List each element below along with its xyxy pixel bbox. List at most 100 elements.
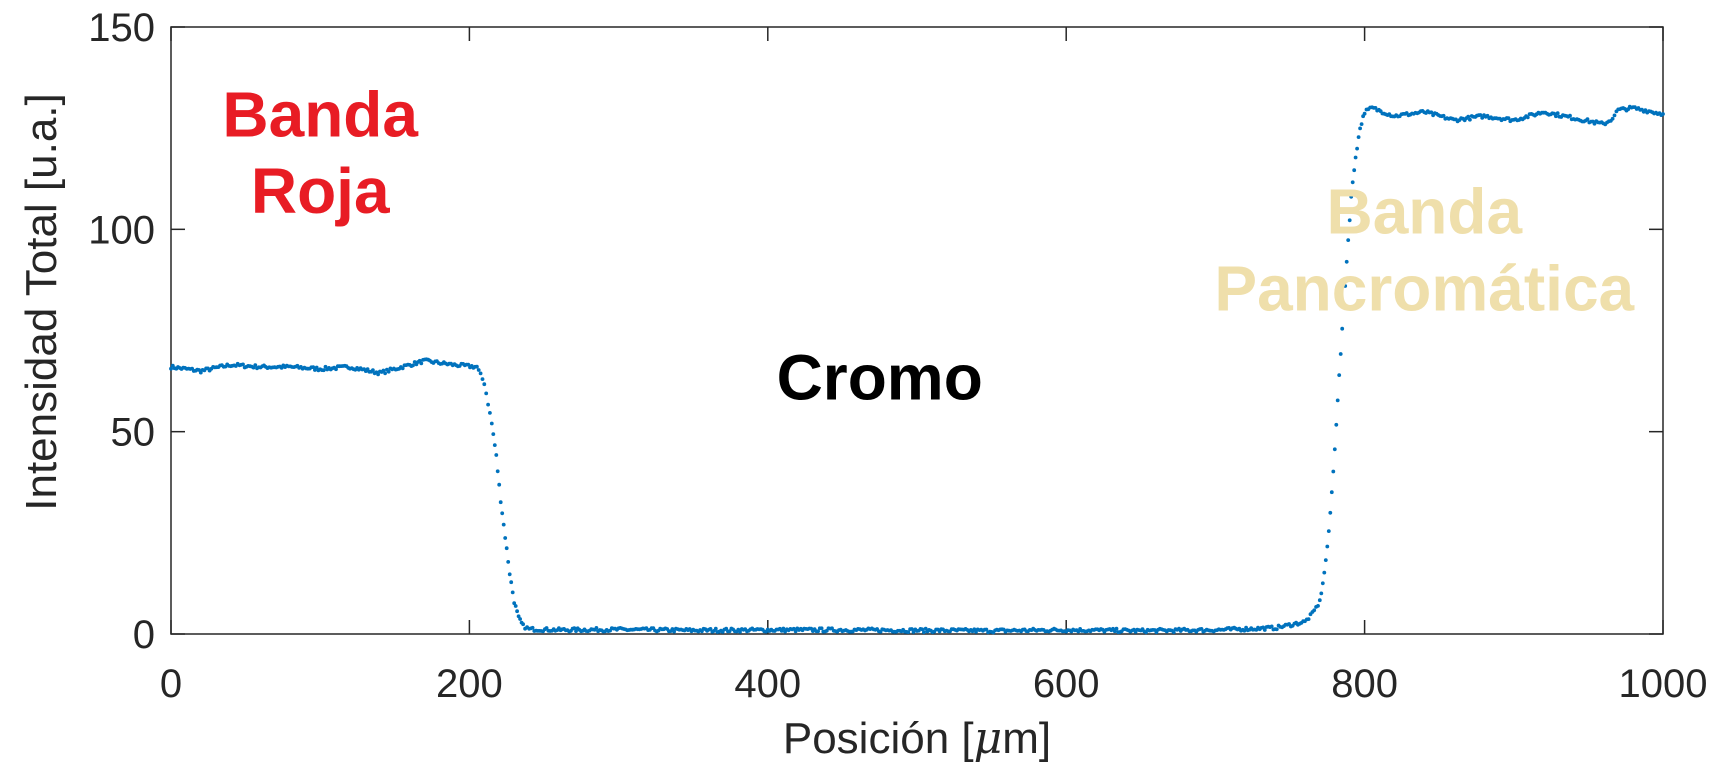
data-point: [1316, 604, 1320, 608]
data-point: [1343, 284, 1348, 288]
data-point: [1322, 570, 1327, 575]
data-point: [383, 371, 387, 376]
data-point: [491, 432, 496, 436]
data-point: [1306, 617, 1311, 621]
data-point: [400, 366, 405, 371]
data-point: [1317, 598, 1322, 603]
x-tick-label: 800: [1331, 662, 1398, 706]
x-tick-label: 0: [160, 662, 182, 706]
data-point: [169, 366, 173, 371]
data-point: [1344, 259, 1349, 264]
data-point: [506, 560, 511, 564]
data-point: [478, 371, 483, 376]
data-point: [488, 411, 492, 415]
plot-box: [170, 26, 1664, 635]
data-point: [574, 629, 578, 633]
data-point: [1347, 218, 1352, 223]
data-point: [1334, 422, 1339, 427]
data-point: [484, 391, 489, 396]
data-point: [1349, 194, 1354, 199]
data-point: [475, 364, 479, 369]
region-annotation-label: Banda: [1326, 175, 1522, 247]
data-point: [819, 626, 824, 631]
region-annotation-label: Banda: [222, 78, 418, 150]
data-point: [1329, 490, 1334, 495]
data-point: [1373, 106, 1378, 110]
data-point: [501, 522, 506, 527]
data-point: [486, 402, 490, 407]
data-point: [198, 370, 203, 375]
data-point: [1341, 305, 1346, 310]
plot-frame: [170, 26, 1664, 635]
data-point: [672, 629, 676, 634]
y-tick-label: 150: [88, 6, 155, 50]
data-point: [1352, 168, 1357, 173]
data-point: [1242, 628, 1247, 633]
data-point: [1262, 628, 1267, 632]
data-point: [1661, 112, 1665, 116]
data-point: [1356, 135, 1361, 140]
data-point: [381, 368, 386, 373]
data-point: [498, 500, 503, 505]
x-tick-label: 600: [1033, 662, 1100, 706]
data-point: [1325, 544, 1330, 549]
data-point: [1274, 627, 1279, 632]
x-tick-label: 200: [436, 662, 503, 706]
data-point: [530, 625, 535, 630]
data-point: [482, 382, 487, 387]
data-point: [1555, 111, 1560, 116]
data-point: [521, 622, 525, 627]
region-annotation-label: Cromo: [777, 341, 983, 413]
data-point: [1346, 238, 1351, 243]
data-point: [1350, 180, 1355, 185]
data-point: [321, 368, 326, 373]
data-point: [1335, 398, 1340, 403]
data-point: [1610, 116, 1615, 121]
data-point: [503, 536, 508, 540]
data-point: [1362, 111, 1367, 116]
data-points: [169, 104, 1665, 635]
data-point: [1429, 110, 1434, 115]
data-point: [1328, 510, 1333, 515]
data-point: [1340, 326, 1345, 331]
data-point: [920, 627, 925, 632]
x-tick-label: 400: [734, 662, 801, 706]
data-point: [419, 361, 424, 366]
data-point: [713, 626, 718, 631]
data-point: [1199, 627, 1204, 631]
data-point: [724, 626, 729, 631]
data-point: [480, 377, 485, 381]
data-point: [1337, 373, 1342, 377]
y-tick-label: 0: [133, 613, 155, 657]
data-point: [497, 482, 502, 487]
data-point: [241, 362, 245, 367]
data-point: [544, 626, 549, 630]
data-point: [492, 443, 497, 447]
data-point: [1525, 115, 1530, 120]
data-point: [494, 453, 499, 457]
data-point: [504, 546, 509, 551]
data-point: [816, 629, 820, 634]
data-point: [334, 367, 338, 372]
data-point: [518, 617, 522, 621]
data-point: [1323, 558, 1328, 562]
data-point: [365, 367, 370, 371]
data-point: [1480, 116, 1485, 120]
data-point: [466, 362, 471, 367]
data-point: [1332, 447, 1337, 452]
data-point: [1554, 114, 1558, 119]
data-point: [781, 626, 786, 631]
data-point: [1319, 591, 1324, 596]
data-point: [411, 363, 415, 368]
axis-ticks: 0 200 400 600 800 1000 0 50 100 150: [88, 6, 1707, 706]
data-point: [1355, 146, 1359, 151]
data-point: [509, 580, 514, 585]
region-annotation-label: Pancromática: [1214, 252, 1634, 324]
data-point: [1506, 116, 1511, 121]
data-point: [507, 572, 512, 577]
data-point: [909, 627, 914, 631]
data-point: [1468, 117, 1472, 122]
data-point: [1269, 624, 1274, 629]
